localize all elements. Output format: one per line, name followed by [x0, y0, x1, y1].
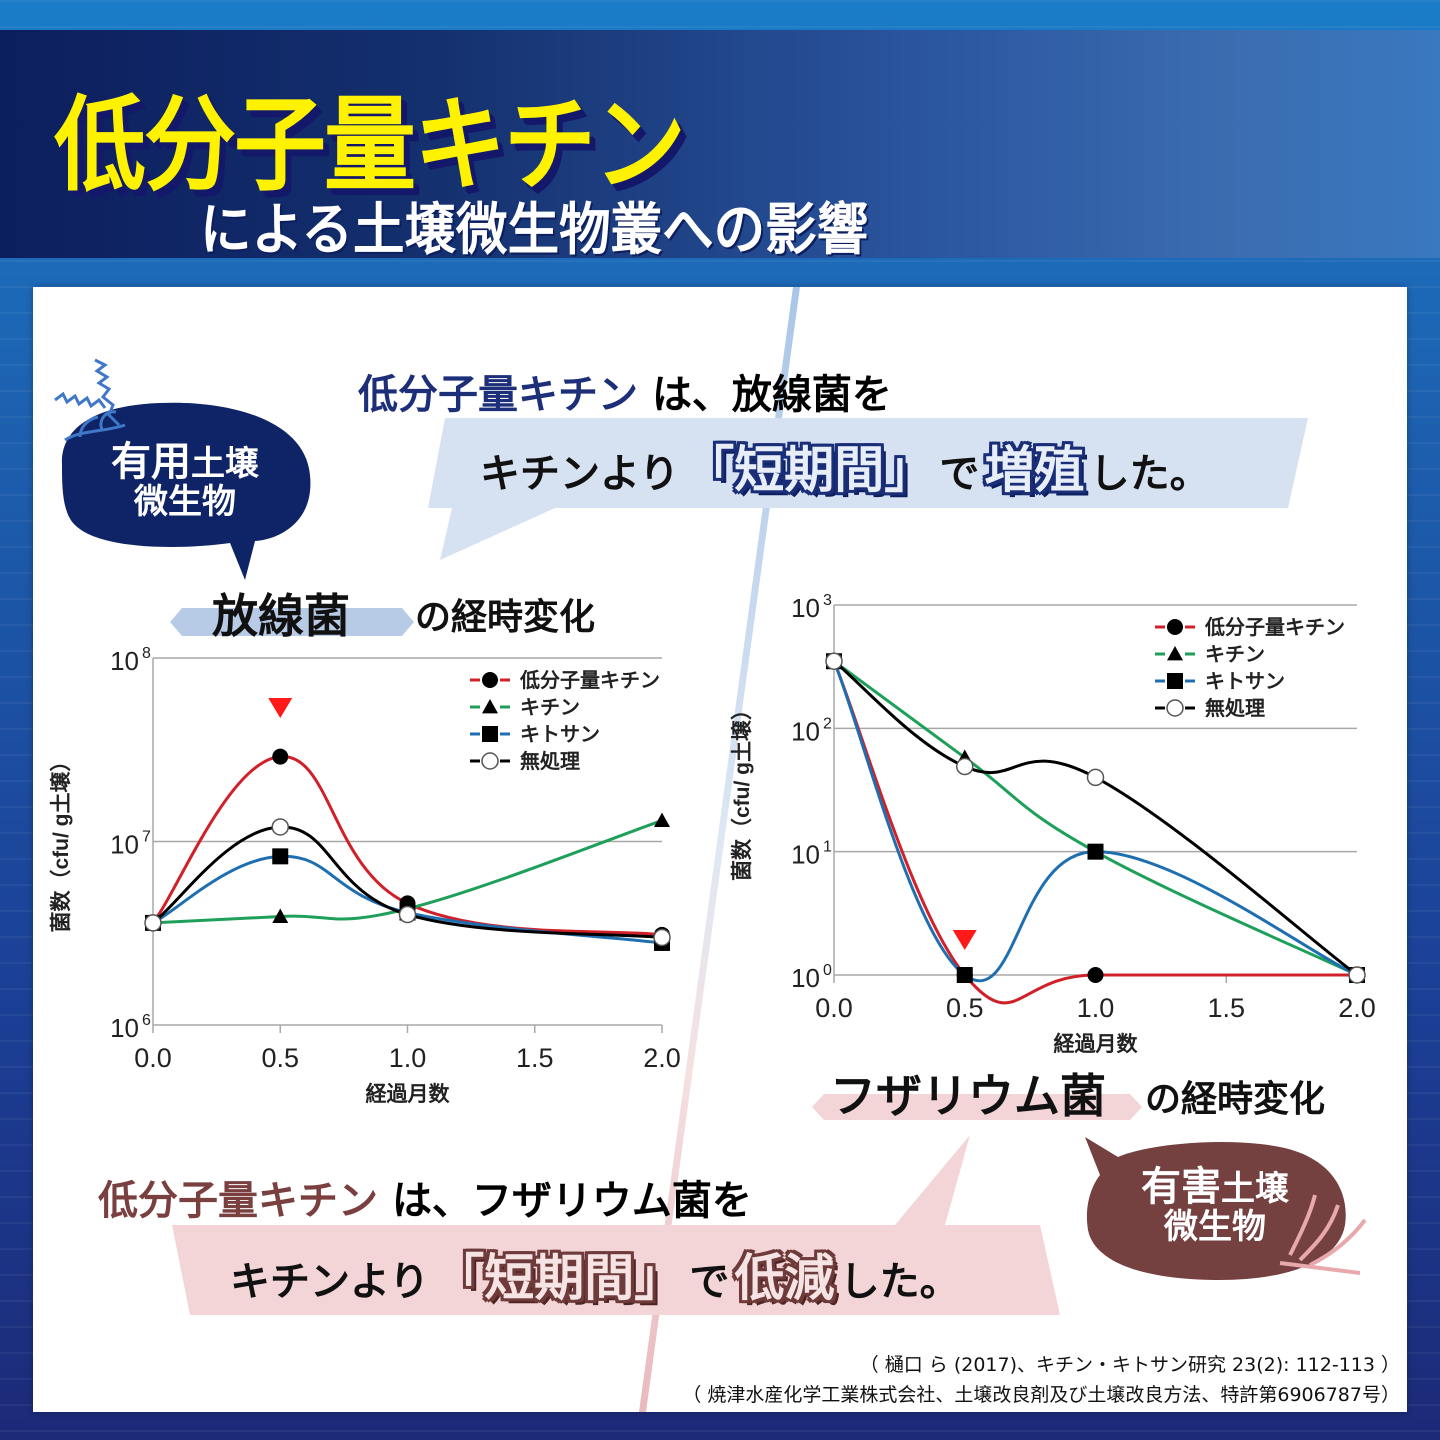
blob-beneficial-line2: 微生物	[134, 482, 236, 522]
callout-top-rest: は、放線菌を	[651, 372, 892, 418]
callout-bottom-verb: 低減	[734, 1249, 835, 1307]
blob-harmful-line2: 微生物	[1164, 1207, 1266, 1247]
blob-harmful-big: 有害	[1141, 1164, 1221, 1210]
callout-bottom-accent: 低分子量キチン	[98, 1178, 378, 1224]
harmful-blob-label: 有害土壌 微生物	[1120, 1165, 1310, 1246]
beneficial-blob-label: 有用土壌 微生物	[95, 440, 275, 521]
callout-top-verb: 増殖	[984, 441, 1085, 499]
header-band	[0, 30, 1440, 258]
fusarium-spores-icon	[1279, 1194, 1367, 1275]
harmful-blob-shape	[1085, 1137, 1367, 1280]
callout-top-accent: 低分子量キチン	[358, 372, 638, 418]
callout-bottom-line2: キチンより 「短期間」 で 低減 した。	[230, 1238, 960, 1310]
blob-harmful-small: 土壌	[1221, 1169, 1289, 1209]
section-right-suffix: の経時変化	[1145, 1079, 1326, 1120]
callout-bottom-pre: キチンより	[230, 1259, 430, 1305]
section-left-tag	[170, 608, 414, 636]
callout-bottom-line1: 低分子量キチン は、フザリウム菌を	[98, 1168, 752, 1226]
beneficial-blob-shape	[54, 358, 311, 580]
section-left-title: 放線菌	[212, 589, 350, 643]
page-subtitle: による土壌微生物叢への影響	[200, 198, 869, 263]
callout-bottom-mid: で	[689, 1259, 730, 1305]
callout-bottom-rest: は、フザリウム菌を	[391, 1178, 752, 1224]
callout-top-mid: で	[939, 451, 980, 497]
citation-paper: （ 樋口 ら (2017)、キチン・キトサン研究 23(2): 112-113 …	[859, 1354, 1400, 1376]
callout-bottom-post: した。	[839, 1259, 960, 1305]
blob-beneficial-big: 有用	[111, 439, 191, 485]
section-left-suffix: の経時変化	[415, 597, 596, 638]
callout-top-pre: キチンより	[480, 451, 680, 497]
callout-top-highlight: 「短期間」	[684, 441, 935, 499]
blob-beneficial-small: 土壌	[191, 444, 259, 484]
page-title: 低分子量キチン	[54, 85, 686, 206]
section-right-tag	[812, 1094, 1142, 1120]
citation-patent: （ 焼津水産化学工業株式会社、土壌改良剤及び土壌改良方法、特許第6906787号…	[682, 1384, 1400, 1406]
callout-bottom-highlight: 「短期間」	[434, 1249, 685, 1307]
callout-top-line1: 低分子量キチン は、放線菌を	[358, 362, 892, 420]
section-right-title: フザリウム菌	[830, 1069, 1106, 1123]
actinomycete-hyphae-icon	[54, 358, 126, 442]
callout-top-line2: キチンより 「短期間」 で 増殖 した。	[480, 430, 1210, 502]
callout-top-post: した。	[1089, 451, 1210, 497]
